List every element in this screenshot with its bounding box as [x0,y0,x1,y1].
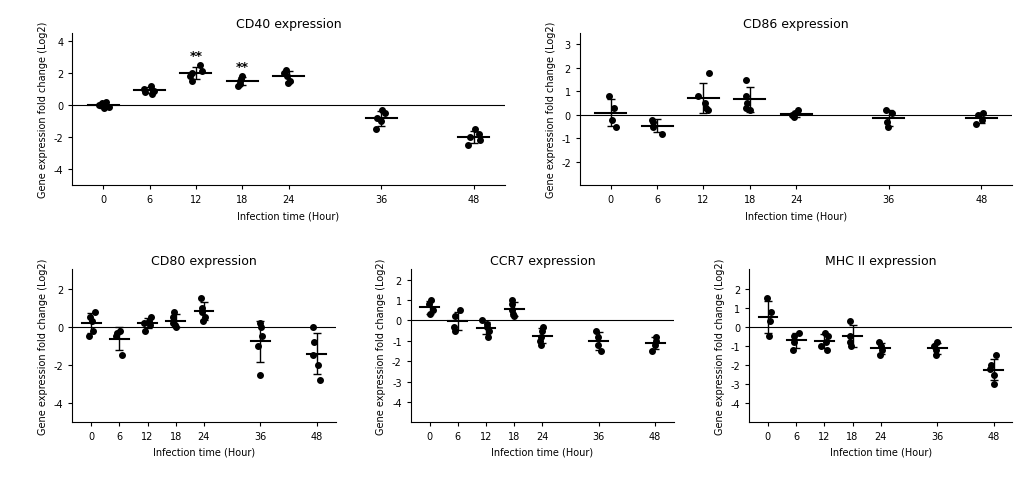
Title: MHC II expression: MHC II expression [825,254,937,267]
Title: CD86 expression: CD86 expression [744,18,849,31]
Y-axis label: Gene expression fold change (Log2): Gene expression fold change (Log2) [38,258,48,434]
Title: CCR7 expression: CCR7 expression [490,254,595,267]
Y-axis label: Gene expression fold change (Log2): Gene expression fold change (Log2) [376,258,386,434]
X-axis label: Infection time (Hour): Infection time (Hour) [238,211,340,221]
Text: **: ** [189,50,202,63]
Title: CD40 expression: CD40 expression [236,18,341,31]
X-axis label: Infection time (Hour): Infection time (Hour) [829,447,932,457]
X-axis label: Infection time (Hour): Infection time (Hour) [153,447,255,457]
Text: **: ** [236,60,249,73]
Title: CD80 expression: CD80 expression [151,254,257,267]
Y-axis label: Gene expression fold change (Log2): Gene expression fold change (Log2) [545,22,556,198]
X-axis label: Infection time (Hour): Infection time (Hour) [492,447,593,457]
Y-axis label: Gene expression fold change (Log2): Gene expression fold change (Log2) [715,258,725,434]
Y-axis label: Gene expression fold change (Log2): Gene expression fold change (Log2) [38,22,48,198]
X-axis label: Infection time (Hour): Infection time (Hour) [745,211,847,221]
